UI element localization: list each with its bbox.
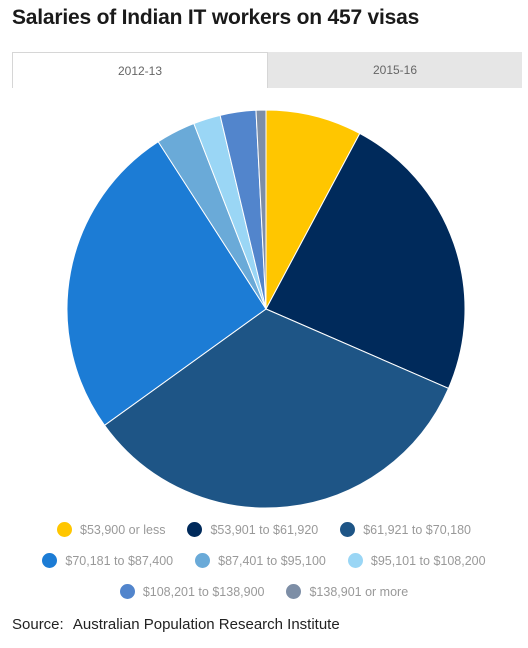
chart-title: Salaries of Indian IT workers on 457 vis… (12, 6, 420, 29)
legend-swatch (187, 522, 203, 537)
pie-chart (66, 109, 466, 509)
legend-swatch (57, 522, 72, 537)
legend-item-53-901-to-61-920[interactable]: $53,901 to $61,920 (187, 522, 318, 537)
legend-swatch (347, 553, 363, 568)
source-text: Australian Population Research Institute (72, 616, 340, 633)
pie-slice-61-921-to-70-180[interactable] (103, 308, 450, 509)
legend-item-61-921-to-70-180[interactable]: $61,921 to $70,180 (340, 522, 471, 537)
tab-2015-16[interactable]: 2015-16 (372, 63, 418, 77)
legend-item-108-201-to-138-900[interactable]: $108,201 to $138,900 (119, 584, 265, 599)
year-tabs: 2012-13 2015-16 (12, 52, 522, 88)
pie-slice-70-181-to-87-400[interactable] (66, 141, 267, 427)
pie-slice-53-901-to-61-920[interactable] (265, 132, 466, 390)
pie-slice-53-900-or-less[interactable] (265, 109, 361, 310)
legend-item-138-901-or-more[interactable]: $138,901 or more (286, 584, 408, 599)
legend-swatch (340, 522, 356, 537)
legend-label: $61,921 to $70,180 (363, 522, 471, 537)
legend-item-95-101-to-108-200[interactable]: $95,101 to $108,200 (347, 553, 486, 568)
legend-label: $138,901 or more (309, 584, 409, 599)
legend-label: $95,101 to $108,200 (370, 553, 486, 568)
legend-item-87-401-to-95-100[interactable]: $87,401 to $95,100 (195, 553, 326, 568)
tab-2012-13[interactable]: 2012-13 (12, 52, 268, 88)
legend-row: $70,181 to $87,400 $87,401 to $95,100 $95,… (0, 545, 528, 576)
legend-row: $53,900 or less $53,901 to $61,920 $61,921… (0, 514, 528, 545)
legend-label: $108,201 to $138,900 (142, 584, 265, 599)
legend-label: $70,181 to $87,400 (65, 553, 174, 568)
pie-slice-138-901-or-more[interactable] (255, 109, 267, 310)
legend-row: $108,201 to $138,900 $138,901 or more (0, 576, 528, 607)
legend-label: $53,900 or less (80, 522, 166, 537)
legend-swatch (119, 584, 135, 599)
legend-item-70-181-to-87-400[interactable]: $70,181 to $87,400 (42, 553, 173, 568)
legend-swatch (42, 553, 58, 568)
legend-swatch (195, 553, 211, 568)
legend-item-53-900-or-less[interactable]: $53,900 or less (57, 522, 165, 537)
legend: $53,900 or less $53,901 to $61,920 $61,921… (0, 514, 528, 607)
legend-label: $53,901 to $61,920 (210, 522, 319, 537)
source-note: Source: Australian Population Research I… (12, 616, 340, 633)
legend-swatch (286, 584, 302, 599)
legend-label: $87,401 to $95,100 (218, 553, 326, 568)
source-label: Source: (12, 616, 64, 633)
